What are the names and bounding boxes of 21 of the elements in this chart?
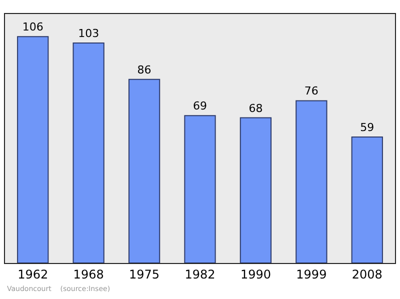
bar	[128, 78, 160, 263]
data-label: 76	[304, 84, 318, 98]
data-label: 68	[248, 102, 263, 115]
bar	[240, 117, 272, 263]
bar	[296, 100, 328, 263]
x-tick-label: 1968	[73, 267, 104, 282]
bar	[17, 36, 49, 263]
x-tick-label: 1999	[296, 267, 327, 282]
data-label: 106	[22, 20, 44, 34]
data-label: 103	[78, 27, 100, 40]
x-tick-label: 1962	[18, 267, 48, 282]
x-tick-label: 1990	[240, 267, 271, 282]
data-label: 86	[137, 63, 152, 76]
bar	[351, 136, 383, 263]
data-label: 59	[360, 121, 374, 134]
x-tick-label: 1975	[129, 267, 160, 282]
bar	[72, 42, 104, 263]
bar	[184, 115, 216, 263]
data-label: 69	[193, 100, 207, 113]
x-tick-label: 2008	[352, 267, 382, 282]
x-tick-label: 1982	[184, 267, 216, 282]
